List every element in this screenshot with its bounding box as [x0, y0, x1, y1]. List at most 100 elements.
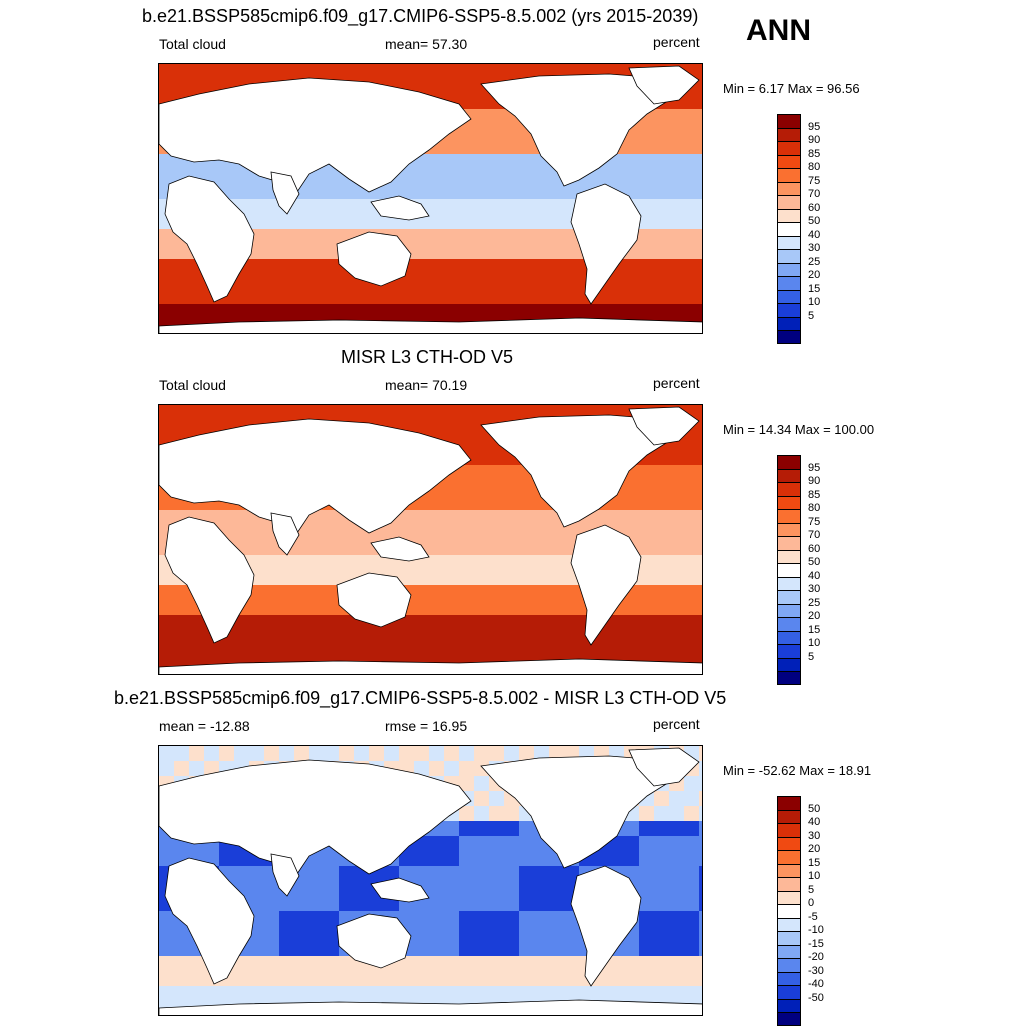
colorbar-swatch: [777, 971, 801, 985]
colorbar-tick-label: 50: [808, 802, 821, 815]
colorbar-tick-label: 95: [808, 120, 821, 133]
colorbar-tick-label: 40: [808, 569, 821, 582]
panel-1-colorbar: [777, 114, 801, 344]
panel-2-minmax: Min = 14.34 Max = 100.00: [723, 422, 875, 437]
continents: [159, 65, 702, 333]
colorbar-swatch: [777, 904, 801, 918]
colorbar-swatch: [777, 671, 801, 685]
colorbar-swatch: [777, 796, 801, 810]
continents: [159, 406, 702, 674]
colorbar-swatch: [777, 850, 801, 864]
colorbar-tick-label: 25: [808, 596, 821, 609]
colorbar-tick-label: 85: [808, 488, 821, 501]
panel-3-map: [158, 745, 703, 1016]
colorbar-swatch: [777, 114, 801, 128]
colorbar-swatch: [777, 644, 801, 658]
colorbar-swatch: [777, 877, 801, 891]
colorbar-tick-label: 30: [808, 829, 821, 842]
panel-1-mean-label: mean= 57.30: [385, 36, 468, 52]
colorbar-tick-label: 95: [808, 461, 821, 474]
colorbar-tick-label: 60: [808, 542, 821, 555]
colorbar-tick-label: 5: [808, 650, 815, 663]
colorbar-swatch: [777, 522, 801, 536]
colorbar-swatch: [777, 249, 801, 263]
colorbar-tick-label: 90: [808, 134, 821, 146]
colorbar-tick-label: 30: [808, 583, 821, 595]
colorbar-tick-label: -15: [808, 937, 824, 950]
colorbar-swatch: [777, 181, 801, 195]
panel-3-rmse-label: rmse = 16.95: [385, 718, 468, 734]
panel-3-title: b.e21.BSSP585cmip6.f09_g17.CMIP6-SSP5-8.…: [114, 688, 727, 708]
colorbar-swatch: [777, 154, 801, 168]
colorbar-swatch: [777, 563, 801, 577]
colorbar-tick-label: 15: [808, 856, 821, 869]
panel-1-left-label: Total cloud: [159, 36, 226, 52]
colorbar-tick-label: 75: [808, 174, 821, 187]
colorbar-swatch: [777, 141, 801, 155]
panel-1-units-label: percent: [653, 34, 700, 50]
colorbar-tick-label: 70: [808, 188, 821, 200]
colorbar-swatch: [777, 836, 801, 850]
panel-2-map: [158, 404, 703, 675]
colorbar-swatch: [777, 617, 801, 631]
colorbar-swatch: [777, 590, 801, 604]
colorbar-swatch: [777, 863, 801, 877]
colorbar-tick-label: -40: [808, 978, 824, 990]
colorbar-swatch: [777, 262, 801, 276]
colorbar-tick-label: 15: [808, 623, 821, 636]
colorbar-tick-label: 80: [808, 502, 821, 514]
colorbar-tick-label: 30: [808, 242, 821, 254]
colorbar-swatch: [777, 168, 801, 182]
colorbar-swatch: [777, 222, 801, 236]
colorbar-swatch: [777, 931, 801, 945]
colorbar-swatch: [777, 630, 801, 644]
colorbar-swatch: [777, 890, 801, 904]
colorbar-tick-label: 90: [808, 475, 821, 487]
colorbar-tick-label: 10: [808, 637, 821, 649]
colorbar-tick-label: 50: [808, 556, 821, 568]
colorbar-swatch: [777, 455, 801, 469]
panel-2-colorbar: [777, 455, 801, 685]
colorbar-swatch: [777, 509, 801, 523]
colorbar-swatch: [777, 276, 801, 290]
colorbar-tick-label: 25: [808, 255, 821, 268]
colorbar-tick-label: 50: [808, 215, 821, 227]
colorbar-swatch: [777, 536, 801, 550]
colorbar-swatch: [777, 330, 801, 344]
colorbar-tick-label: 40: [808, 228, 821, 241]
colorbar-swatch: [777, 944, 801, 958]
colorbar-swatch: [777, 657, 801, 671]
colorbar-tick-label: 20: [808, 843, 821, 855]
colorbar-tick-label: -30: [808, 964, 824, 977]
colorbar-tick-label: 60: [808, 201, 821, 214]
panel-3-mean-label: mean = -12.88: [159, 718, 250, 734]
colorbar-swatch: [777, 235, 801, 249]
panel-1-minmax: Min = 6.17 Max = 96.56: [723, 81, 860, 96]
panel-3-colorbar: [777, 796, 801, 1026]
colorbar-swatch: [777, 303, 801, 317]
colorbar-tick-label: -20: [808, 951, 824, 963]
colorbar-tick-label: 70: [808, 529, 821, 541]
colorbar-swatch: [777, 289, 801, 303]
panel-3-units-label: percent: [653, 716, 700, 732]
colorbar-swatch: [777, 549, 801, 563]
colorbar-swatch: [777, 985, 801, 999]
colorbar-tick-label: 80: [808, 161, 821, 173]
colorbar-swatch: [777, 495, 801, 509]
colorbar-swatch: [777, 195, 801, 209]
panel-2-title: MISR L3 CTH-OD V5: [341, 347, 514, 367]
colorbar-swatch: [777, 998, 801, 1012]
colorbar-swatch: [777, 316, 801, 330]
panel-1-map: [158, 63, 703, 334]
panel-2-mean-label: mean= 70.19: [385, 377, 468, 393]
colorbar-tick-label: 10: [808, 870, 821, 882]
continents: [159, 747, 702, 1015]
colorbar-swatch: [777, 823, 801, 837]
colorbar-swatch: [777, 576, 801, 590]
colorbar-tick-label: 5: [808, 309, 815, 322]
colorbar-swatch: [777, 468, 801, 482]
panel-3-minmax: Min = -52.62 Max = 18.91: [723, 763, 872, 778]
colorbar-tick-label: -5: [808, 910, 818, 923]
colorbar-tick-label: 85: [808, 147, 821, 160]
colorbar-swatch: [777, 1012, 801, 1026]
